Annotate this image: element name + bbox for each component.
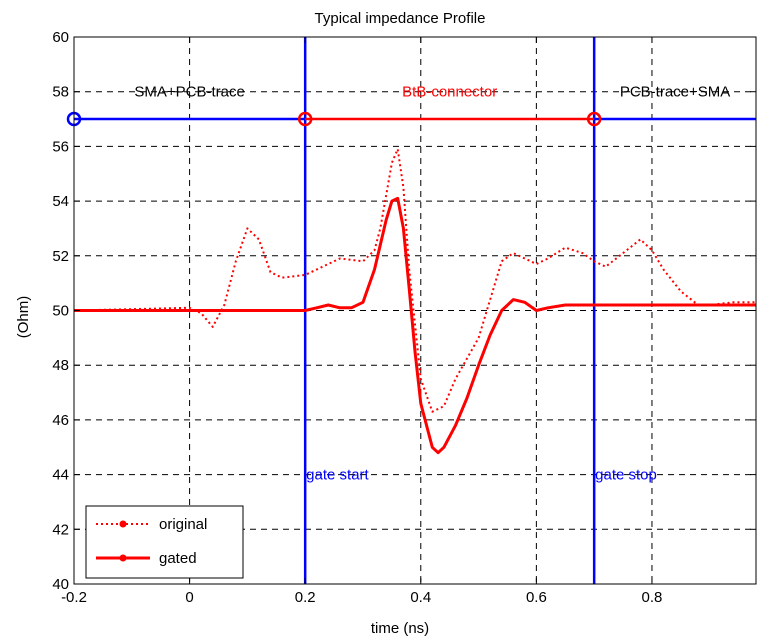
x-tick-label: 0.2: [295, 589, 316, 606]
y-tick-label: 48: [52, 357, 69, 374]
x-tick-label: 0.8: [642, 589, 663, 606]
y-tick-label: 44: [52, 467, 69, 484]
y-tick-label: 40: [52, 576, 69, 593]
legend-marker-original: [119, 520, 127, 528]
x-tick-label: 0.4: [410, 589, 431, 606]
legend-label-original: original: [159, 516, 207, 533]
x-tick-label: -0.2: [61, 589, 87, 606]
series-line-original: [73, 148, 756, 413]
y-tick-label: 58: [52, 84, 69, 101]
gate-label: gate stop: [595, 467, 657, 484]
x-tick-label: 0: [185, 589, 193, 606]
annotations: SMA+PCB-trace BtB-connector PCB-trace+SMA g…: [134, 84, 730, 484]
y-tick-label: 60: [52, 29, 69, 46]
segment-marker: [586, 111, 602, 127]
region-label: BtB-connector: [402, 84, 497, 101]
y-tick-label: 50: [52, 303, 69, 320]
region-label: PCB-trace+SMA: [620, 84, 730, 101]
axes: -0.2 0 0.2 0.4 0.6 0.8 40 42 44 46 48 50 52 54 56 58 60: [52, 29, 757, 606]
y-tick-label: 54: [52, 193, 69, 210]
segment-marker: [297, 111, 313, 127]
y-axis-label: (Ohm): [15, 296, 32, 339]
series-line-gated: [74, 196, 756, 455]
legend-label-gated: gated: [159, 550, 197, 567]
legend-box: [85, 505, 244, 579]
grid: [74, 37, 756, 584]
y-tick-label: 52: [52, 248, 69, 265]
legend: original gated: [85, 505, 244, 579]
region-label: SMA+PCB-trace: [134, 84, 244, 101]
x-tick-label: 0.6: [526, 589, 547, 606]
x-axis-label: time (ns): [371, 620, 429, 637]
y-tick-label: 46: [52, 412, 69, 429]
chart-title: Typical impedance Profile: [315, 10, 486, 27]
y-tick-label: 56: [52, 138, 69, 155]
y-tick-label: 42: [52, 521, 69, 538]
legend-marker-gated: [119, 554, 127, 562]
gate-label: gate start: [306, 467, 369, 484]
series-lines: [73, 148, 756, 455]
